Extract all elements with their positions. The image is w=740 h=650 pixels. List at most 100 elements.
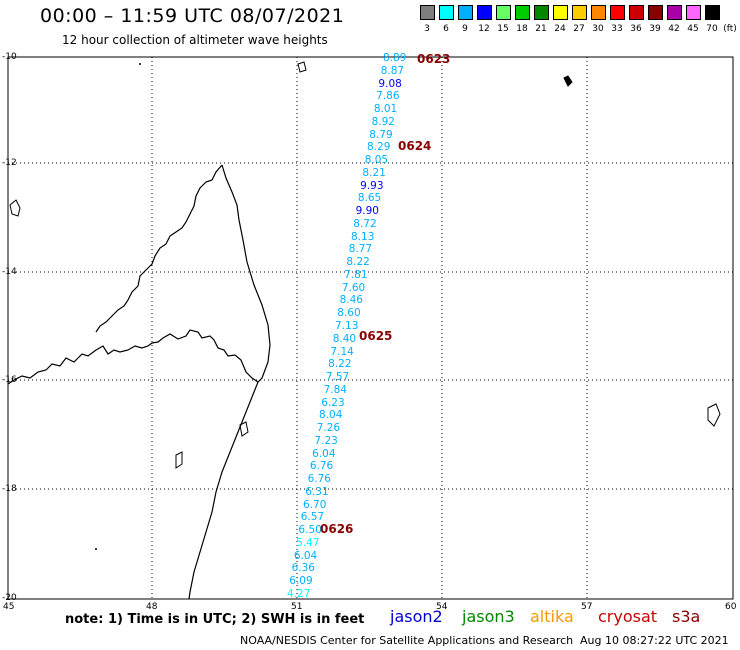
- island: [563, 75, 573, 87]
- madagascar-west-coast: [95, 164, 223, 333]
- swh-value: 8.29: [367, 141, 391, 154]
- lat-label: -20: [2, 593, 17, 603]
- scale-label: 12: [478, 24, 490, 34]
- scale-swatch: [648, 5, 663, 20]
- scale-swatch: [515, 5, 530, 20]
- swh-value: 8.89: [383, 52, 407, 64]
- swh-value: 7.26: [316, 422, 341, 435]
- lon-label: 51: [291, 602, 303, 612]
- lat-label: -14: [2, 267, 17, 277]
- lat-label: -16: [2, 375, 17, 385]
- generated-timestamp: Aug 10 08:27:22 UTC 2021: [580, 634, 729, 647]
- swh-value: 8.60: [337, 307, 361, 320]
- lat-label: -12: [2, 158, 17, 168]
- scale-swatch: [705, 5, 720, 20]
- madagascar-east-coast-south: [188, 381, 259, 600]
- time-marker: 0625: [359, 329, 393, 343]
- scale-label: 42: [668, 24, 680, 34]
- scale-swatch: [553, 5, 568, 20]
- scale-swatch: [534, 5, 549, 20]
- footnote: note: 1) Time is in UTC; 2) SWH is in fe…: [65, 612, 365, 627]
- swh-value: 7.23: [314, 434, 338, 447]
- swh-value: 6.09: [289, 575, 313, 588]
- lon-label: 60: [725, 602, 737, 612]
- swh-value: 7.86: [376, 90, 400, 103]
- swh-value: 7.13: [335, 320, 359, 332]
- swh-value: 4.27: [287, 588, 311, 600]
- madagascar-coastline: [7, 164, 271, 385]
- map-subtitle: 12 hour collection of altimeter wave hei…: [62, 33, 328, 47]
- mission-altika: altika: [530, 607, 574, 626]
- scale-swatch: [591, 5, 606, 20]
- scale-label: 15: [497, 24, 509, 34]
- island: [239, 421, 249, 437]
- swh-value: 8.40: [332, 332, 357, 345]
- scale-label: 3: [424, 24, 430, 34]
- swh-value: 8.05: [364, 154, 389, 167]
- swh-value: 7.60: [341, 281, 366, 294]
- swh-value: 6.70: [303, 498, 327, 511]
- mission-jason2: jason2: [390, 607, 443, 626]
- swh-value: 6.76: [309, 460, 334, 473]
- island: [297, 61, 307, 73]
- swh-value: 8.77: [348, 243, 373, 256]
- time-marker: 0626: [320, 522, 354, 536]
- scale-swatch: [686, 5, 701, 20]
- swh-value: 7.84: [323, 383, 347, 396]
- lat-label: -10: [2, 52, 17, 62]
- swh-value: 6.57: [300, 511, 325, 524]
- island: [707, 403, 721, 427]
- scale-swatch: [629, 5, 644, 20]
- lon-label: 45: [3, 602, 15, 612]
- swh-value: 8.92: [371, 115, 395, 128]
- swh-value: 7.81: [344, 268, 368, 281]
- island: [95, 548, 97, 550]
- scale-unit-label: (ft): [723, 24, 737, 34]
- swh-value: 9.93: [360, 179, 384, 192]
- lon-label: 57: [581, 602, 593, 612]
- scale-swatch: [496, 5, 511, 20]
- swh-value: 8.46: [339, 294, 363, 307]
- scale-label: 39: [649, 24, 661, 34]
- scale-swatch: [420, 5, 435, 20]
- swh-value: 5.47: [296, 536, 320, 549]
- scale-label: 6: [443, 24, 449, 34]
- lat-label: -18: [2, 484, 17, 494]
- swh-value: 6.04: [312, 447, 336, 460]
- swh-value: 6.76: [307, 473, 331, 486]
- scale-label: 70: [706, 24, 718, 34]
- swh-value: 7.57: [325, 371, 350, 384]
- scale-label: 18: [516, 24, 528, 34]
- island: [175, 451, 183, 469]
- swh-value: 8.04: [319, 409, 343, 422]
- scale-swatch: [572, 5, 587, 20]
- graticule: [8, 57, 733, 599]
- mission-jason3: jason3: [462, 607, 515, 626]
- mission-cryosat: cryosat: [598, 607, 658, 626]
- time-marker: 0624: [398, 139, 432, 153]
- swh-value: 8.22: [328, 358, 352, 371]
- scale-label: 36: [630, 24, 642, 34]
- scale-label: 30: [592, 24, 604, 34]
- scale-label: 45: [687, 24, 699, 34]
- swh-value: 8.65: [357, 192, 382, 205]
- swh-value: 9.08: [378, 77, 402, 90]
- time-marker: 0623: [417, 52, 451, 66]
- swh-value: 8.79: [369, 128, 393, 141]
- swh-value: 8.87: [380, 64, 405, 77]
- scale-swatch: [477, 5, 492, 20]
- map-border: [7, 56, 734, 600]
- swh-value: 6.04: [293, 549, 318, 562]
- swh-value: 8.01: [373, 103, 398, 116]
- swh-value: 6.50: [298, 524, 322, 537]
- swh-value: 8.22: [346, 256, 370, 269]
- swh-value: 8.13: [351, 230, 375, 243]
- scale-swatch: [439, 5, 454, 20]
- island: [139, 63, 141, 65]
- scale-label: 9: [462, 24, 468, 34]
- lon-label: 54: [436, 602, 448, 612]
- mission-s3a: s3a: [672, 607, 701, 626]
- map-title: 00:00 – 11:59 UTC 08/07/2021: [40, 5, 345, 27]
- swh-value: 8.72: [353, 217, 377, 230]
